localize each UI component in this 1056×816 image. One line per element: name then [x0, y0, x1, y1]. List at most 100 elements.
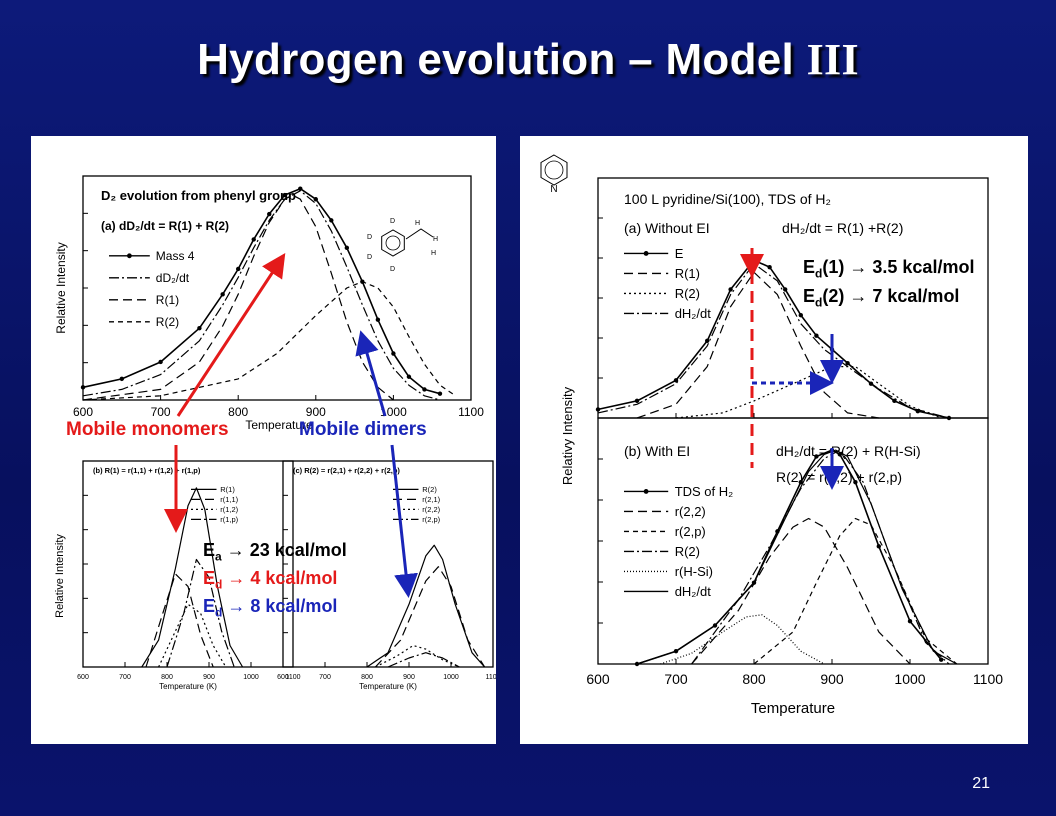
- x-tick-label: 1000: [380, 405, 407, 419]
- atom-label: D: [367, 254, 372, 261]
- series-e: [597, 259, 950, 419]
- x-tick-label: 800: [161, 674, 173, 681]
- legend-label-r-h-si: r(H-Si): [675, 564, 713, 579]
- slide-number: 21: [972, 775, 990, 792]
- legend-label-r-2-2: r(2,2): [422, 505, 440, 514]
- chart-c-legend: R(2)r(2,1)r(2,2)r(2,p): [393, 485, 441, 524]
- series-r-2: [675, 366, 942, 419]
- nitrogen-label: N: [550, 184, 557, 195]
- atom-label: D: [367, 234, 372, 241]
- ed1-annotation: Ed(1) → 3.5 kcal/mol: [803, 257, 975, 281]
- pyridine-ring: [540, 154, 568, 186]
- chart-a-ylabel: Relative Intensity: [54, 242, 68, 333]
- chart-b: 600 700 800 900 1000 1100: [77, 460, 301, 681]
- x-tick-label: 800: [742, 671, 766, 687]
- chart-c-title: (c) R(2) = r(2,1) + r(2,2) + r(2,p): [293, 466, 400, 475]
- legend-label-dd-dt: dD₂/dt: [156, 271, 190, 285]
- legend-label-r-2-p: r(2,p): [675, 524, 706, 539]
- atom-label: H: [433, 236, 438, 243]
- ed2-annotation: Ed(2) → 7 kcal/mol: [803, 286, 960, 310]
- chart-d-subtitle-b: (b) With EI: [624, 443, 690, 459]
- x-tick-label: 600: [586, 671, 610, 687]
- data-point: [892, 398, 897, 404]
- legend-label-dh-dt: dH₂/dt: [675, 584, 712, 599]
- data-point: [298, 186, 303, 191]
- plot-frame: [82, 460, 294, 668]
- data-point: [767, 264, 772, 270]
- legend-marker: [643, 489, 649, 494]
- x-tick-label: 900: [820, 671, 844, 687]
- chart-d-title: 100 L pyridine/Si(100), TDS of H₂: [624, 191, 831, 207]
- chart-a-subtitle: (a) dD₂/dt = R(1) + R(2): [101, 219, 229, 233]
- data-point: [634, 398, 640, 404]
- series-r-h-si: [660, 614, 825, 665]
- series-r-2-p: [387, 652, 460, 668]
- data-point: [329, 218, 334, 223]
- data-point: [197, 325, 202, 331]
- series-r-1-p: [166, 558, 235, 668]
- series-r-1: [141, 487, 244, 668]
- chart-d-eq-b2: R(2) = r(2,2) + r(2,p): [776, 469, 902, 485]
- chart-d-xlabel: Temperature: [751, 700, 835, 717]
- chart-d-bottom: 600 700 800 900 1000 1100: [586, 417, 1003, 687]
- data-point: [673, 378, 679, 383]
- ed-dimer-annotation: Ed → 8 kcal/mol: [203, 596, 338, 620]
- data-point: [853, 479, 858, 485]
- ed-monomer-annotation: Ed → 4 kcal/mol: [203, 568, 338, 592]
- mobile-monomers-label: Mobile monomers: [66, 419, 229, 440]
- data-point: [220, 292, 225, 297]
- x-tick-label: 1000: [243, 674, 259, 681]
- x-tick-label: 1000: [443, 674, 459, 681]
- x-tick-label: 700: [664, 671, 688, 687]
- series-r-2-1: [374, 566, 486, 668]
- data-point: [282, 192, 287, 198]
- x-tick-label: 1100: [458, 405, 484, 419]
- data-point: [814, 454, 819, 459]
- legend-label-e: E: [675, 246, 684, 261]
- legend-label-tds-of-h: TDS of H₂: [675, 484, 734, 499]
- data-point: [907, 619, 913, 624]
- data-point: [829, 347, 835, 352]
- x-tick-label: 700: [319, 674, 331, 681]
- chart-d-bottom-legend: TDS of H₂ r(2,2) r(2,p) R(2) r(H-Si) dH₂/dt: [624, 484, 733, 599]
- data-point: [728, 287, 733, 292]
- data-point: [313, 197, 318, 202]
- legend-label-r-2-p: r(2,p): [422, 515, 440, 524]
- legend-label-r-1: R(1): [156, 293, 179, 307]
- data-point: [845, 360, 850, 366]
- slide-title: Hydrogen evolution – Model III: [197, 35, 859, 84]
- plot-frame: [282, 460, 494, 668]
- legend-label-mass-4: Mass 4: [156, 249, 195, 263]
- series-r-1: [636, 271, 879, 419]
- series-dh-dt: [597, 263, 950, 419]
- right-figure-panel: 600 700 800 900 1000 1100 100 L pyridine/Si(10…: [520, 136, 1028, 744]
- x-tick-label: 1000: [894, 671, 925, 687]
- data-point: [705, 338, 710, 344]
- chart-d-subtitle-a: (a) Without EI: [624, 220, 710, 236]
- chart-d-top-legend: E R(1) R(2) dH₂/dt: [624, 246, 711, 321]
- data-point: [406, 374, 412, 379]
- chart-a-legend: Mass 4 dD₂/dt R(1) R(2): [109, 249, 195, 329]
- chart-d-eq-b1: dH₂/dt = R(2) + R(H-Si): [776, 443, 921, 459]
- x-tick-label: 900: [403, 674, 415, 681]
- chart-c: 600 700 800 900 1000 1100: [277, 460, 501, 681]
- atom-label: H: [431, 250, 436, 257]
- data-point: [391, 351, 396, 356]
- legend-label-r-1-p: r(1,p): [220, 515, 238, 524]
- legend-label-r-1-2: r(1,2): [220, 505, 238, 514]
- atom-label: D: [390, 218, 395, 225]
- legend-label-dh-dt: dH₂/dt: [675, 306, 712, 321]
- x-tick-label: 1100: [285, 674, 300, 681]
- chart-d-eq-a: dH₂/dt = R(1) +R(2): [782, 220, 903, 236]
- data-point: [119, 376, 125, 382]
- legend-label-r-1: R(1): [675, 266, 700, 281]
- data-point: [437, 391, 443, 396]
- data-point: [375, 317, 381, 322]
- x-tick-label: 1100: [973, 671, 1003, 687]
- x-tick-label: 600: [73, 405, 93, 419]
- chart-b-legend: R(1)r(1,1)r(1,2)r(1,p): [191, 485, 239, 524]
- legend-label-r-2: R(2): [422, 485, 437, 494]
- data-point: [422, 387, 427, 392]
- series-r-2-2: [691, 517, 911, 665]
